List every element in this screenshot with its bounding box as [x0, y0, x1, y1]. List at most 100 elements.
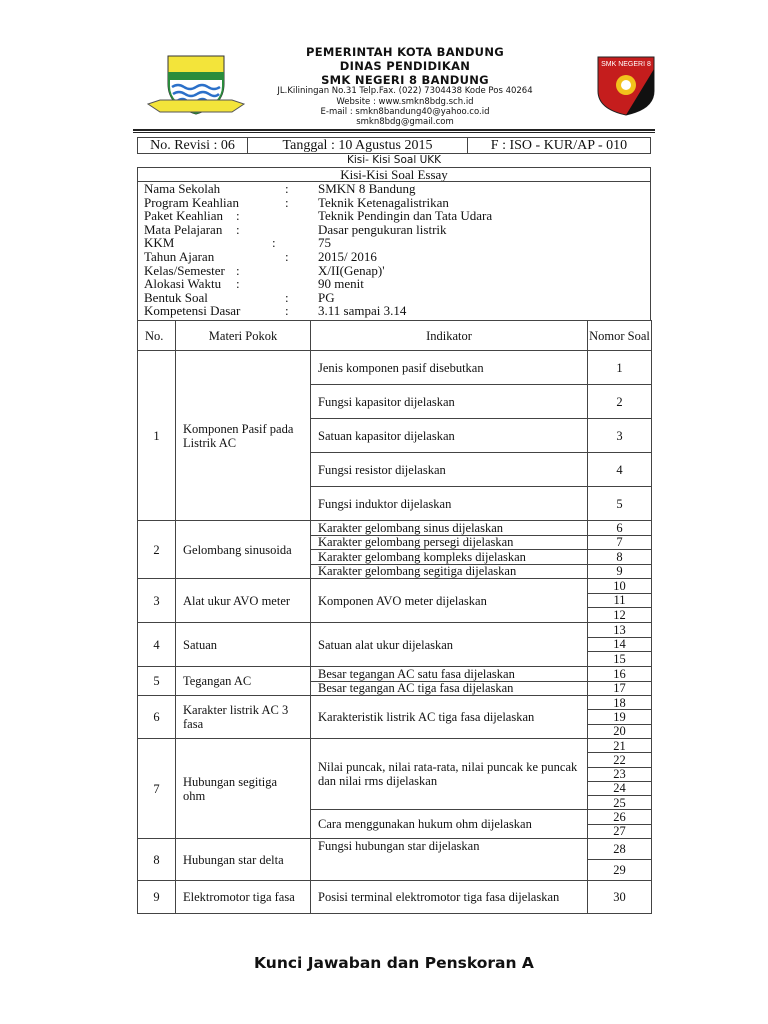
nomor-soal: 22: [587, 752, 652, 768]
info-label: Bentuk Soal: [144, 289, 208, 305]
header-materi-pokok: Materi Pokok: [175, 320, 311, 351]
indikator: Karakter gelombang sinus dijelaskan: [310, 520, 588, 536]
info-colon: :: [285, 194, 289, 210]
svg-text:SMK NEGERI 8: SMK NEGERI 8: [601, 61, 651, 68]
header-nomor-soal: Nomor Soal: [587, 320, 652, 351]
materi-pokok: Hubungan star delta: [175, 838, 311, 881]
nomor-soal: 23: [587, 766, 652, 782]
nomor-soal: 27: [587, 823, 652, 839]
nomor-soal: 29: [587, 859, 652, 881]
materi-pokok: Komponen Pasif pada Listrik AC: [175, 350, 311, 521]
indikator: Karakter gelombang persegi dijelaskan: [310, 534, 588, 550]
info-value: PG: [318, 289, 335, 305]
row-number: 4: [137, 622, 176, 667]
info-colon: :: [285, 249, 289, 264]
info-colon: :: [236, 208, 240, 224]
indikator: Satuan alat ukur dijelaskan: [310, 622, 588, 667]
indikator: Satuan kapasitor dijelaskan: [310, 418, 588, 453]
indikator: Nilai puncak, nilai rata-rata, nilai pun…: [310, 738, 588, 811]
materi-pokok: Karakter listrik AC 3 fasa: [175, 695, 311, 739]
row-number: 5: [137, 666, 176, 696]
revision-number: No. Revisi : 06: [137, 137, 248, 154]
nomor-soal: 12: [587, 607, 652, 623]
materi-pokok: Satuan: [175, 622, 311, 667]
nomor-soal: 28: [587, 838, 652, 860]
header-address: JL.Kiliningan No.31 Telp.Fax. (022) 7304…: [277, 86, 533, 96]
info-label: Alokasi Waktu: [144, 276, 222, 292]
indikator: Fungsi kapasitor dijelaskan: [310, 384, 588, 419]
materi-pokok: Hubungan segitiga ohm: [175, 738, 311, 839]
nomor-soal: 2: [587, 384, 652, 419]
row-number: 9: [137, 880, 176, 914]
row-number: 7: [137, 738, 176, 839]
info-label: KKM: [144, 235, 175, 251]
info-label: Kompetensi Dasar: [144, 303, 241, 319]
indikator: Fungsi resistor dijelaskan: [310, 452, 588, 487]
indikator: Besar tegangan AC satu fasa dijelaskan: [310, 666, 588, 682]
nomor-soal: 5: [587, 486, 652, 521]
nomor-soal: 3: [587, 418, 652, 453]
info-label: Program Keahlian: [144, 194, 239, 210]
nomor-soal: 6: [587, 520, 652, 536]
document-subtitle: Kisi- Kisi Soal UKK: [346, 154, 442, 166]
indikator: Fungsi hubungan star dijelaskan: [310, 838, 588, 881]
nomor-soal: 19: [587, 709, 652, 725]
nomor-soal: 15: [587, 651, 652, 667]
info-colon: :: [236, 276, 240, 292]
nomor-soal: 14: [587, 636, 652, 653]
header-department: DINAS PENDIDIKAN: [339, 59, 471, 73]
header-indikator: Indikator: [310, 320, 588, 351]
nomor-soal: 16: [587, 666, 652, 682]
document-title: Kisi-Kisi Soal Essay: [137, 167, 651, 182]
info-label: Kelas/Semester: [144, 262, 225, 278]
nomor-soal: 17: [587, 680, 652, 696]
header-email-2: smkn8bdg@gmail.com: [356, 117, 454, 127]
nomor-soal: 9: [587, 563, 652, 579]
materi-pokok: Elektromotor tiga fasa: [175, 880, 311, 914]
info-value: 3.11 sampai 3.14: [318, 303, 407, 319]
indikator: Cara menggunakan hukum ohm dijelaskan: [310, 809, 588, 839]
header-government: PEMERINTAH KOTA BANDUNG: [306, 45, 504, 59]
answer-key-heading: Kunci Jawaban dan Penskoran A: [254, 954, 534, 972]
indikator: Jenis komponen pasif disebutkan: [310, 350, 588, 385]
info-label: Nama Sekolah: [144, 181, 221, 196]
info-colon: :: [272, 235, 276, 251]
nomor-soal: 7: [587, 534, 652, 550]
materi-pokok: Gelombang sinusoida: [175, 520, 311, 579]
row-number: 2: [137, 520, 176, 579]
bandung-city-logo: [146, 54, 246, 118]
document-date: Tanggal : 10 Agustus 2015: [247, 137, 468, 154]
info-label: Tahun Ajaran: [144, 249, 215, 264]
info-colon: :: [285, 289, 289, 305]
form-code: F : ISO - KUR/AP - 010: [467, 137, 651, 154]
header-divider: [133, 129, 655, 133]
info-value: SMKN 8 Bandung: [318, 181, 416, 196]
header-no: No.: [137, 320, 176, 351]
header-email: E-mail : smkn8bandung40@yahoo.co.id: [320, 107, 490, 117]
row-number: 8: [137, 838, 176, 881]
row-number: 6: [137, 695, 176, 739]
smk-negeri-8-logo: SMK NEGERI 8: [596, 55, 656, 117]
nomor-soal: 25: [587, 795, 652, 811]
indikator: Karakter gelombang kompleks dijelaskan: [310, 549, 588, 565]
nomor-soal: 8: [587, 549, 652, 565]
info-value: Teknik Pendingin dan Tata Udara: [318, 208, 493, 224]
header-website: Website : www.smkn8bdg.sch.id: [336, 97, 474, 107]
info-value: 75: [318, 235, 331, 251]
header-school: SMK NEGERI 8 BANDUNG: [321, 73, 489, 87]
row-number: 3: [137, 578, 176, 623]
row-number: 1: [137, 350, 176, 521]
nomor-soal: 30: [587, 880, 652, 914]
indikator: Karakter gelombang segitiga dijelaskan: [310, 563, 588, 579]
materi-pokok: Tegangan AC: [175, 666, 311, 696]
nomor-soal: 11: [587, 592, 652, 609]
materi-pokok: Alat ukur AVO meter: [175, 578, 311, 623]
nomor-soal: 10: [587, 578, 652, 594]
nomor-soal: 4: [587, 452, 652, 487]
info-value: Teknik Ketenagalistrikan: [318, 194, 449, 210]
info-colon: :: [285, 303, 289, 319]
nomor-soal: 26: [587, 809, 652, 825]
nomor-soal: 13: [587, 622, 652, 638]
indikator: Posisi terminal elektromotor tiga fasa d…: [310, 880, 588, 914]
info-label: Paket Keahlian: [144, 208, 224, 224]
